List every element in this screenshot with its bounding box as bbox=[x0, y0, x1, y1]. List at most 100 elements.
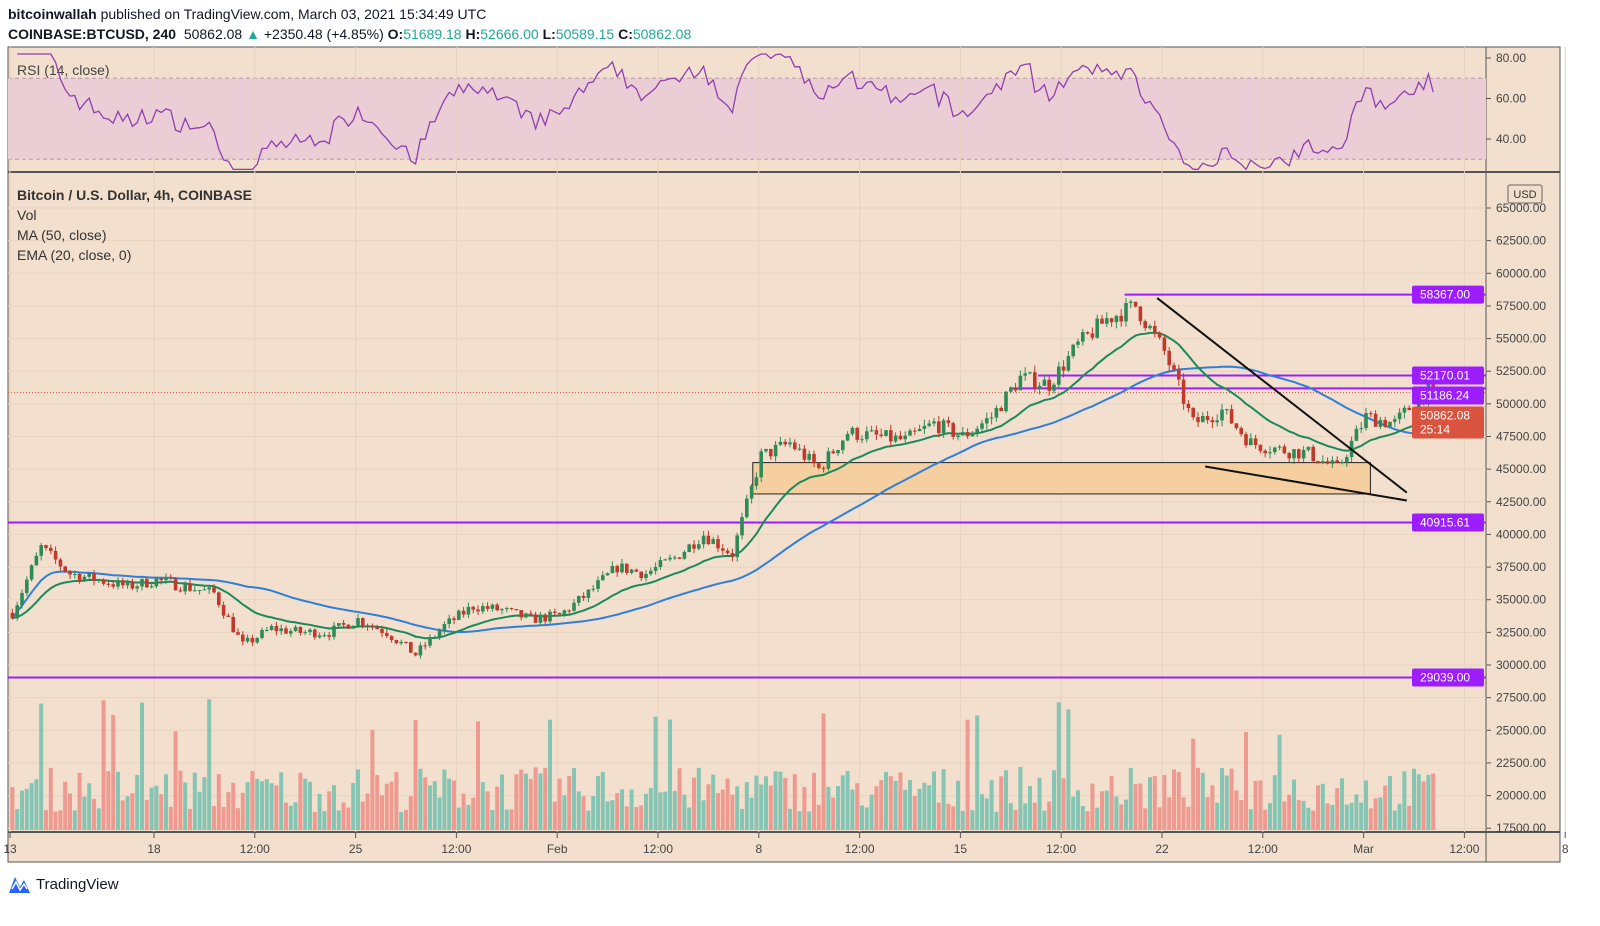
volume-bar bbox=[591, 796, 596, 830]
volume-bar bbox=[620, 789, 624, 830]
candle-up bbox=[735, 535, 739, 558]
volume-bar bbox=[375, 775, 380, 830]
volume-bar bbox=[922, 782, 927, 830]
volume-bar bbox=[845, 771, 850, 830]
price-label: 40000.00 bbox=[1496, 527, 1546, 541]
volume-bar bbox=[567, 775, 572, 830]
volume-bar bbox=[1076, 790, 1080, 830]
volume-bar bbox=[293, 802, 298, 830]
rsi-tick-label: 40.00 bbox=[1496, 132, 1526, 146]
candle-up bbox=[649, 570, 653, 574]
volume-bar bbox=[1056, 702, 1061, 830]
volume-bar bbox=[10, 787, 15, 830]
volume-bar bbox=[1138, 783, 1143, 830]
candle-up bbox=[322, 635, 327, 637]
candle-up bbox=[1292, 449, 1296, 459]
time-label: 15 bbox=[954, 842, 968, 856]
rsi-band bbox=[8, 78, 1486, 160]
volume-bar bbox=[1224, 775, 1229, 830]
volume-bar bbox=[1378, 797, 1383, 830]
candle-up bbox=[658, 560, 663, 567]
volume-bar bbox=[269, 783, 274, 830]
chart[interactable]: 13 18 12:00 25 12:00 Feb 12:00 8 12:00 15 12:00 22 1… bbox=[0, 0, 1600, 870]
volume-bar bbox=[413, 719, 418, 830]
volume-bar bbox=[197, 791, 202, 830]
volume-bar bbox=[596, 776, 600, 830]
candle-up bbox=[884, 430, 888, 436]
volume-bar bbox=[927, 785, 932, 830]
candle-down bbox=[58, 559, 63, 567]
candle-up bbox=[1004, 391, 1008, 412]
candle-up bbox=[941, 420, 946, 434]
candle-down bbox=[241, 634, 245, 642]
volume-bar bbox=[192, 772, 197, 830]
time-label: 12:00 bbox=[1449, 842, 1479, 856]
price-label: 57500.00 bbox=[1496, 299, 1546, 313]
volume-bar bbox=[581, 796, 586, 830]
volume-bar bbox=[639, 805, 644, 830]
volume-bar bbox=[1013, 809, 1018, 830]
last-price: 50862.08 bbox=[183, 26, 243, 42]
candle-up bbox=[841, 440, 845, 451]
candle-up bbox=[577, 595, 581, 603]
volume-bar bbox=[1157, 807, 1162, 830]
author-name[interactable]: bitcoinwallah bbox=[8, 6, 97, 22]
candle-up bbox=[289, 631, 293, 634]
volume-bar bbox=[1292, 779, 1296, 830]
volume-bar bbox=[672, 791, 677, 830]
price-label: 55000.00 bbox=[1496, 332, 1546, 346]
candle-down bbox=[783, 441, 787, 445]
candle-up bbox=[970, 432, 975, 437]
candle-down bbox=[1253, 438, 1258, 445]
time-label: 13 bbox=[3, 842, 17, 856]
time-label: Mar bbox=[1353, 842, 1374, 856]
volume-bar bbox=[346, 807, 351, 830]
symbol: COINBASE:BTCUSD, 240 bbox=[8, 26, 177, 42]
candle-down bbox=[874, 430, 879, 435]
candle-down bbox=[553, 611, 557, 613]
time-label: 12:00 bbox=[643, 842, 673, 856]
candle-up bbox=[1028, 372, 1032, 374]
volume-bar bbox=[461, 793, 466, 830]
candle-up bbox=[586, 589, 591, 598]
volume-bar bbox=[634, 807, 639, 830]
volume-bar bbox=[1210, 785, 1215, 830]
candle-down bbox=[1085, 332, 1090, 334]
volume-bar bbox=[490, 809, 495, 830]
current-price-label: 50862.08 bbox=[1420, 409, 1470, 423]
volume-bar bbox=[188, 808, 192, 830]
volume-bar bbox=[879, 780, 884, 830]
volume-bar bbox=[1277, 734, 1282, 830]
volume-bar bbox=[351, 783, 356, 830]
volume-bar bbox=[87, 783, 92, 830]
volume-bar bbox=[1167, 797, 1172, 830]
rsi-title: RSI (14, close) bbox=[17, 62, 110, 78]
candle-down bbox=[965, 432, 970, 437]
candle-up bbox=[154, 578, 159, 587]
volume-bar bbox=[605, 801, 610, 830]
volume-bar bbox=[1416, 774, 1421, 830]
candle-up bbox=[1301, 450, 1306, 459]
low-value: 50589.15 bbox=[555, 26, 615, 42]
legend-item: Vol bbox=[17, 207, 36, 223]
volume-bar bbox=[428, 785, 432, 830]
symbol-info: COINBASE:BTCUSD, 240 50862.08 ▲ +2350.48… bbox=[8, 26, 691, 42]
candle-up bbox=[500, 609, 504, 611]
candle-down bbox=[1013, 388, 1018, 391]
volume-bar bbox=[1061, 778, 1066, 830]
candle-up bbox=[116, 580, 120, 587]
candle-down bbox=[1407, 407, 1411, 411]
volume-bar bbox=[773, 771, 778, 830]
volume-bar bbox=[692, 777, 696, 830]
tradingview-logo[interactable]: TradingView bbox=[8, 874, 119, 894]
candle-down bbox=[1316, 461, 1320, 464]
candle-down bbox=[1229, 409, 1234, 424]
candle-up bbox=[591, 588, 595, 590]
price-label: 62500.00 bbox=[1496, 234, 1546, 248]
volume-bar bbox=[744, 782, 749, 830]
volume-bar bbox=[1047, 801, 1052, 830]
candle-down bbox=[385, 633, 389, 637]
volume-bar bbox=[1311, 810, 1316, 830]
candle-down bbox=[471, 606, 475, 610]
price-label: 50000.00 bbox=[1496, 397, 1546, 411]
